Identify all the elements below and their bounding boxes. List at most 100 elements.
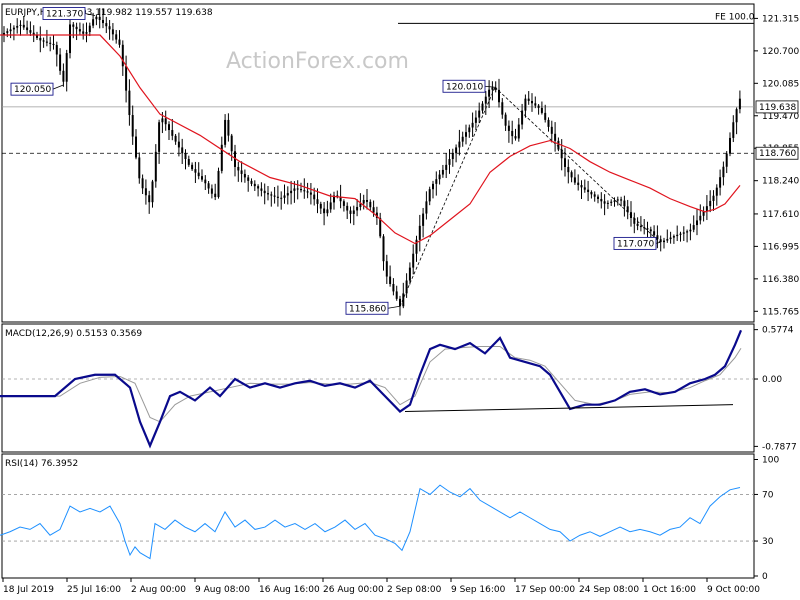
candle-body xyxy=(16,25,19,28)
candle-body xyxy=(69,24,71,54)
candle-body xyxy=(135,136,137,158)
candle-body xyxy=(587,189,590,193)
candle-body xyxy=(118,39,121,45)
candle-body xyxy=(191,164,194,170)
price-y-tick-label: 115.765 xyxy=(762,307,799,317)
candle-body xyxy=(735,109,738,123)
price-candles xyxy=(3,8,741,316)
support-level-label: 118.760 xyxy=(759,149,796,159)
candle-body xyxy=(682,232,685,234)
candle-body xyxy=(577,182,580,186)
candle-body xyxy=(161,118,164,123)
candle-body xyxy=(600,198,603,202)
candle-body xyxy=(616,199,619,201)
candle-body xyxy=(451,153,454,160)
candle-body xyxy=(623,200,626,207)
candle-body xyxy=(389,276,392,284)
candle-body xyxy=(326,209,329,214)
macd-panel: MACD(12,26,9) 0.5153 0.3569 0.5774 0.00 -0… xyxy=(0,323,797,453)
candle-body xyxy=(514,136,517,139)
candle-body xyxy=(237,166,240,171)
candle-body xyxy=(537,105,540,108)
candle-body xyxy=(524,98,527,111)
candle-body xyxy=(313,194,316,200)
candle-body xyxy=(672,236,675,238)
x-tick-label: 25 Jul 16:00 xyxy=(67,585,121,595)
candle-body xyxy=(633,217,636,224)
candle-body xyxy=(646,228,649,230)
candle-body xyxy=(369,201,372,208)
x-tick-label: 18 Jul 2019 xyxy=(3,585,54,595)
candle-body xyxy=(329,202,332,210)
candle-body xyxy=(29,30,32,33)
x-tick-label: 17 Sep 00:00 xyxy=(515,585,575,595)
candle-body xyxy=(3,32,5,35)
candle-body xyxy=(521,110,524,125)
annotation-leader xyxy=(52,84,64,90)
candle-body xyxy=(441,169,444,175)
candle-body xyxy=(504,114,507,126)
candle-body xyxy=(702,211,705,216)
candle-body xyxy=(705,206,708,212)
candle-body xyxy=(689,229,692,232)
candle-body xyxy=(257,186,260,189)
candle-body xyxy=(474,117,477,123)
candle-body xyxy=(247,177,250,181)
annotation-leader xyxy=(387,305,401,309)
candle-body xyxy=(507,125,510,131)
candle-body xyxy=(270,194,273,196)
candle-body xyxy=(184,153,187,160)
candle-body xyxy=(465,132,467,137)
candle-body xyxy=(554,133,557,141)
candle-body xyxy=(676,234,679,237)
candle-body xyxy=(725,153,728,167)
price-y-tick-label: 116.995 xyxy=(762,242,799,252)
candle-body xyxy=(9,29,12,32)
candle-body xyxy=(359,203,362,207)
candle-body xyxy=(45,41,48,43)
candle-body xyxy=(570,172,573,178)
rsi-panel-frame xyxy=(1,453,755,579)
price-y-tick-label: 117.610 xyxy=(762,210,799,220)
candle-body xyxy=(164,118,167,125)
candle-body xyxy=(174,135,177,142)
candle-body xyxy=(62,70,65,82)
rsi-panel: RSI(14) 76.3952 100 70 30 0 xyxy=(0,453,779,582)
candle-body xyxy=(636,223,639,226)
rsi-y-ticks: 100 70 30 0 xyxy=(2,455,779,582)
candle-body xyxy=(544,112,547,120)
candle-body xyxy=(158,122,161,152)
candle-body xyxy=(207,183,210,189)
candle-body xyxy=(471,122,474,128)
candle-body xyxy=(603,201,606,204)
candle-body xyxy=(234,151,236,167)
price-y-tick-label: 120.085 xyxy=(762,79,799,89)
candle-body xyxy=(649,229,652,232)
candle-body xyxy=(729,137,731,154)
candle-body xyxy=(412,253,415,268)
candle-body xyxy=(448,159,451,165)
candle-body xyxy=(276,196,279,198)
moving-average-line xyxy=(0,34,741,245)
candle-body xyxy=(171,130,174,136)
candle-body xyxy=(300,189,302,191)
candle-body xyxy=(32,32,35,36)
candle-body xyxy=(352,210,355,214)
candle-body xyxy=(620,199,623,201)
x-tick-label: 16 Aug 16:00 xyxy=(259,585,320,595)
candle-body xyxy=(316,199,319,204)
candle-body xyxy=(306,191,309,193)
candle-body xyxy=(484,96,487,104)
candle-body xyxy=(527,98,530,101)
price-annotations: 121.370 120.050 120.010 115.860 117.070 xyxy=(10,7,661,315)
candle-body xyxy=(696,220,698,226)
rsi-y-tick-label: 30 xyxy=(762,537,774,547)
candle-body xyxy=(630,212,632,218)
candle-body xyxy=(22,24,25,28)
candle-body xyxy=(243,173,246,178)
candle-body xyxy=(283,195,286,198)
annotation-label: 115.860 xyxy=(349,304,386,314)
candle-body xyxy=(151,181,154,203)
fe-level-label: FE 100.0 xyxy=(715,12,755,22)
candle-body xyxy=(399,298,401,307)
